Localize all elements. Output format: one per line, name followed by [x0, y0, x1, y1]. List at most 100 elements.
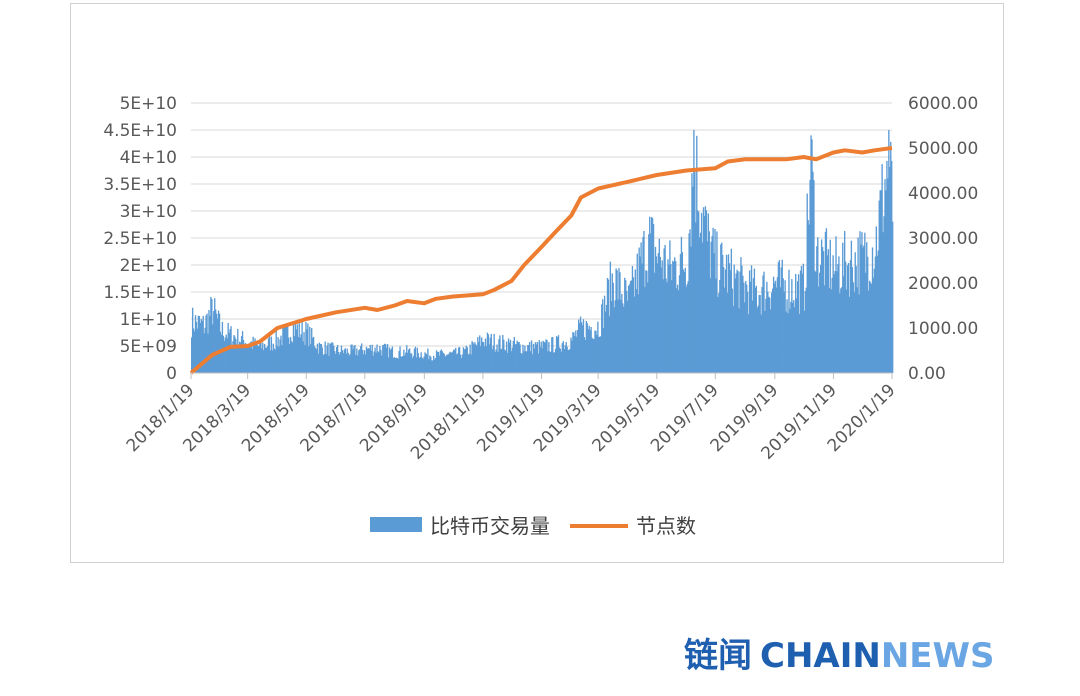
volume-bar — [434, 357, 437, 373]
volume-bar — [682, 269, 685, 373]
volume-bar — [267, 338, 270, 373]
volume-bar — [890, 141, 892, 373]
volume-bar — [799, 270, 802, 373]
volume-bar — [364, 354, 367, 373]
volume-bar — [563, 349, 565, 373]
volume-bar — [649, 216, 651, 373]
volume-bar — [222, 335, 225, 373]
volume-bar — [320, 343, 322, 373]
volume-bar — [638, 247, 640, 373]
volume-bar — [685, 286, 687, 373]
volume-bar — [693, 130, 695, 373]
volume-bar — [264, 347, 267, 373]
volume-bar — [474, 342, 476, 373]
volume-bar — [655, 256, 658, 373]
volume-bar — [358, 350, 360, 373]
volume-bar — [608, 316, 611, 373]
volume-bar — [207, 333, 209, 373]
y-left-tick-label: 0 — [166, 364, 177, 384]
volume-bar — [396, 357, 398, 373]
volume-bar — [870, 283, 873, 373]
volume-bar — [588, 325, 590, 373]
volume-bar — [854, 252, 856, 373]
volume-bar — [577, 329, 579, 373]
volume-bar — [804, 290, 806, 373]
volume-bar — [451, 352, 453, 373]
volume-bar — [711, 236, 713, 373]
volume-bar — [430, 356, 432, 373]
volume-bar — [458, 347, 461, 373]
volume-bar — [471, 341, 473, 373]
y-left-tick-label: 5E+10 — [120, 94, 177, 114]
volume-bar — [532, 343, 535, 373]
volume-bar — [389, 350, 392, 373]
volume-bar — [350, 344, 352, 373]
volume-bar — [831, 277, 833, 373]
volume-bar — [365, 346, 368, 373]
volume-bar — [626, 300, 629, 373]
volume-bar — [307, 323, 309, 373]
volume-bar — [679, 254, 682, 373]
volume-bar — [457, 347, 460, 373]
volume-bar — [791, 279, 793, 373]
volume-bar — [478, 342, 480, 373]
volume-bar — [524, 345, 526, 373]
volume-bar — [410, 353, 413, 373]
volume-bar — [616, 270, 618, 373]
volume-bar — [859, 231, 861, 373]
volume-bar — [842, 242, 844, 373]
y-left-tick-label: 4E+10 — [120, 148, 177, 168]
volume-bar — [236, 344, 238, 373]
volume-bar — [224, 337, 226, 373]
volume-bar — [197, 315, 200, 373]
volume-bar — [300, 334, 302, 373]
volume-bar — [589, 330, 591, 373]
volume-bar — [648, 234, 650, 373]
volume-bar — [344, 348, 346, 373]
volume-bar — [657, 253, 660, 373]
volume-bar — [360, 346, 362, 373]
volume-bar — [667, 259, 669, 373]
volume-bar — [803, 310, 806, 373]
volume-bar — [712, 227, 714, 373]
volume-bar — [823, 285, 826, 373]
volume-bar — [371, 344, 373, 373]
volume-bar — [274, 349, 276, 373]
volume-bar — [698, 237, 701, 373]
volume-bar — [444, 356, 446, 373]
volume-bar — [553, 352, 555, 373]
volume-bar — [733, 264, 735, 373]
volume-bar — [228, 332, 230, 373]
volume-bar — [665, 278, 667, 373]
volume-bar — [615, 268, 617, 373]
volume-bar — [346, 348, 348, 373]
volume-bar — [847, 263, 850, 373]
volume-bar — [235, 338, 237, 373]
volume-bar — [756, 307, 758, 373]
volume-bar — [637, 294, 639, 373]
volume-bar — [828, 288, 830, 373]
volume-bar — [215, 309, 217, 373]
volume-bar — [366, 348, 369, 373]
volume-bar — [284, 325, 286, 373]
volume-bar — [736, 269, 738, 373]
volume-bar — [312, 336, 315, 373]
volume-bar — [327, 342, 329, 373]
volume-bar — [239, 341, 241, 373]
volume-bar — [612, 282, 614, 373]
volume-bar — [385, 347, 388, 373]
volume-bar — [353, 345, 355, 373]
volume-bar — [840, 288, 842, 373]
volume-bar — [518, 341, 520, 373]
volume-bar — [762, 275, 764, 373]
volume-bar — [819, 264, 822, 373]
volume-bar — [309, 326, 311, 373]
volume-bar — [695, 222, 697, 373]
volume-bar — [473, 344, 475, 373]
volume-bar — [617, 299, 619, 373]
volume-bar — [299, 337, 301, 373]
volume-bar — [414, 346, 417, 373]
volume-bar — [881, 164, 883, 373]
volume-bar — [282, 326, 284, 373]
volume-bar — [856, 287, 858, 373]
